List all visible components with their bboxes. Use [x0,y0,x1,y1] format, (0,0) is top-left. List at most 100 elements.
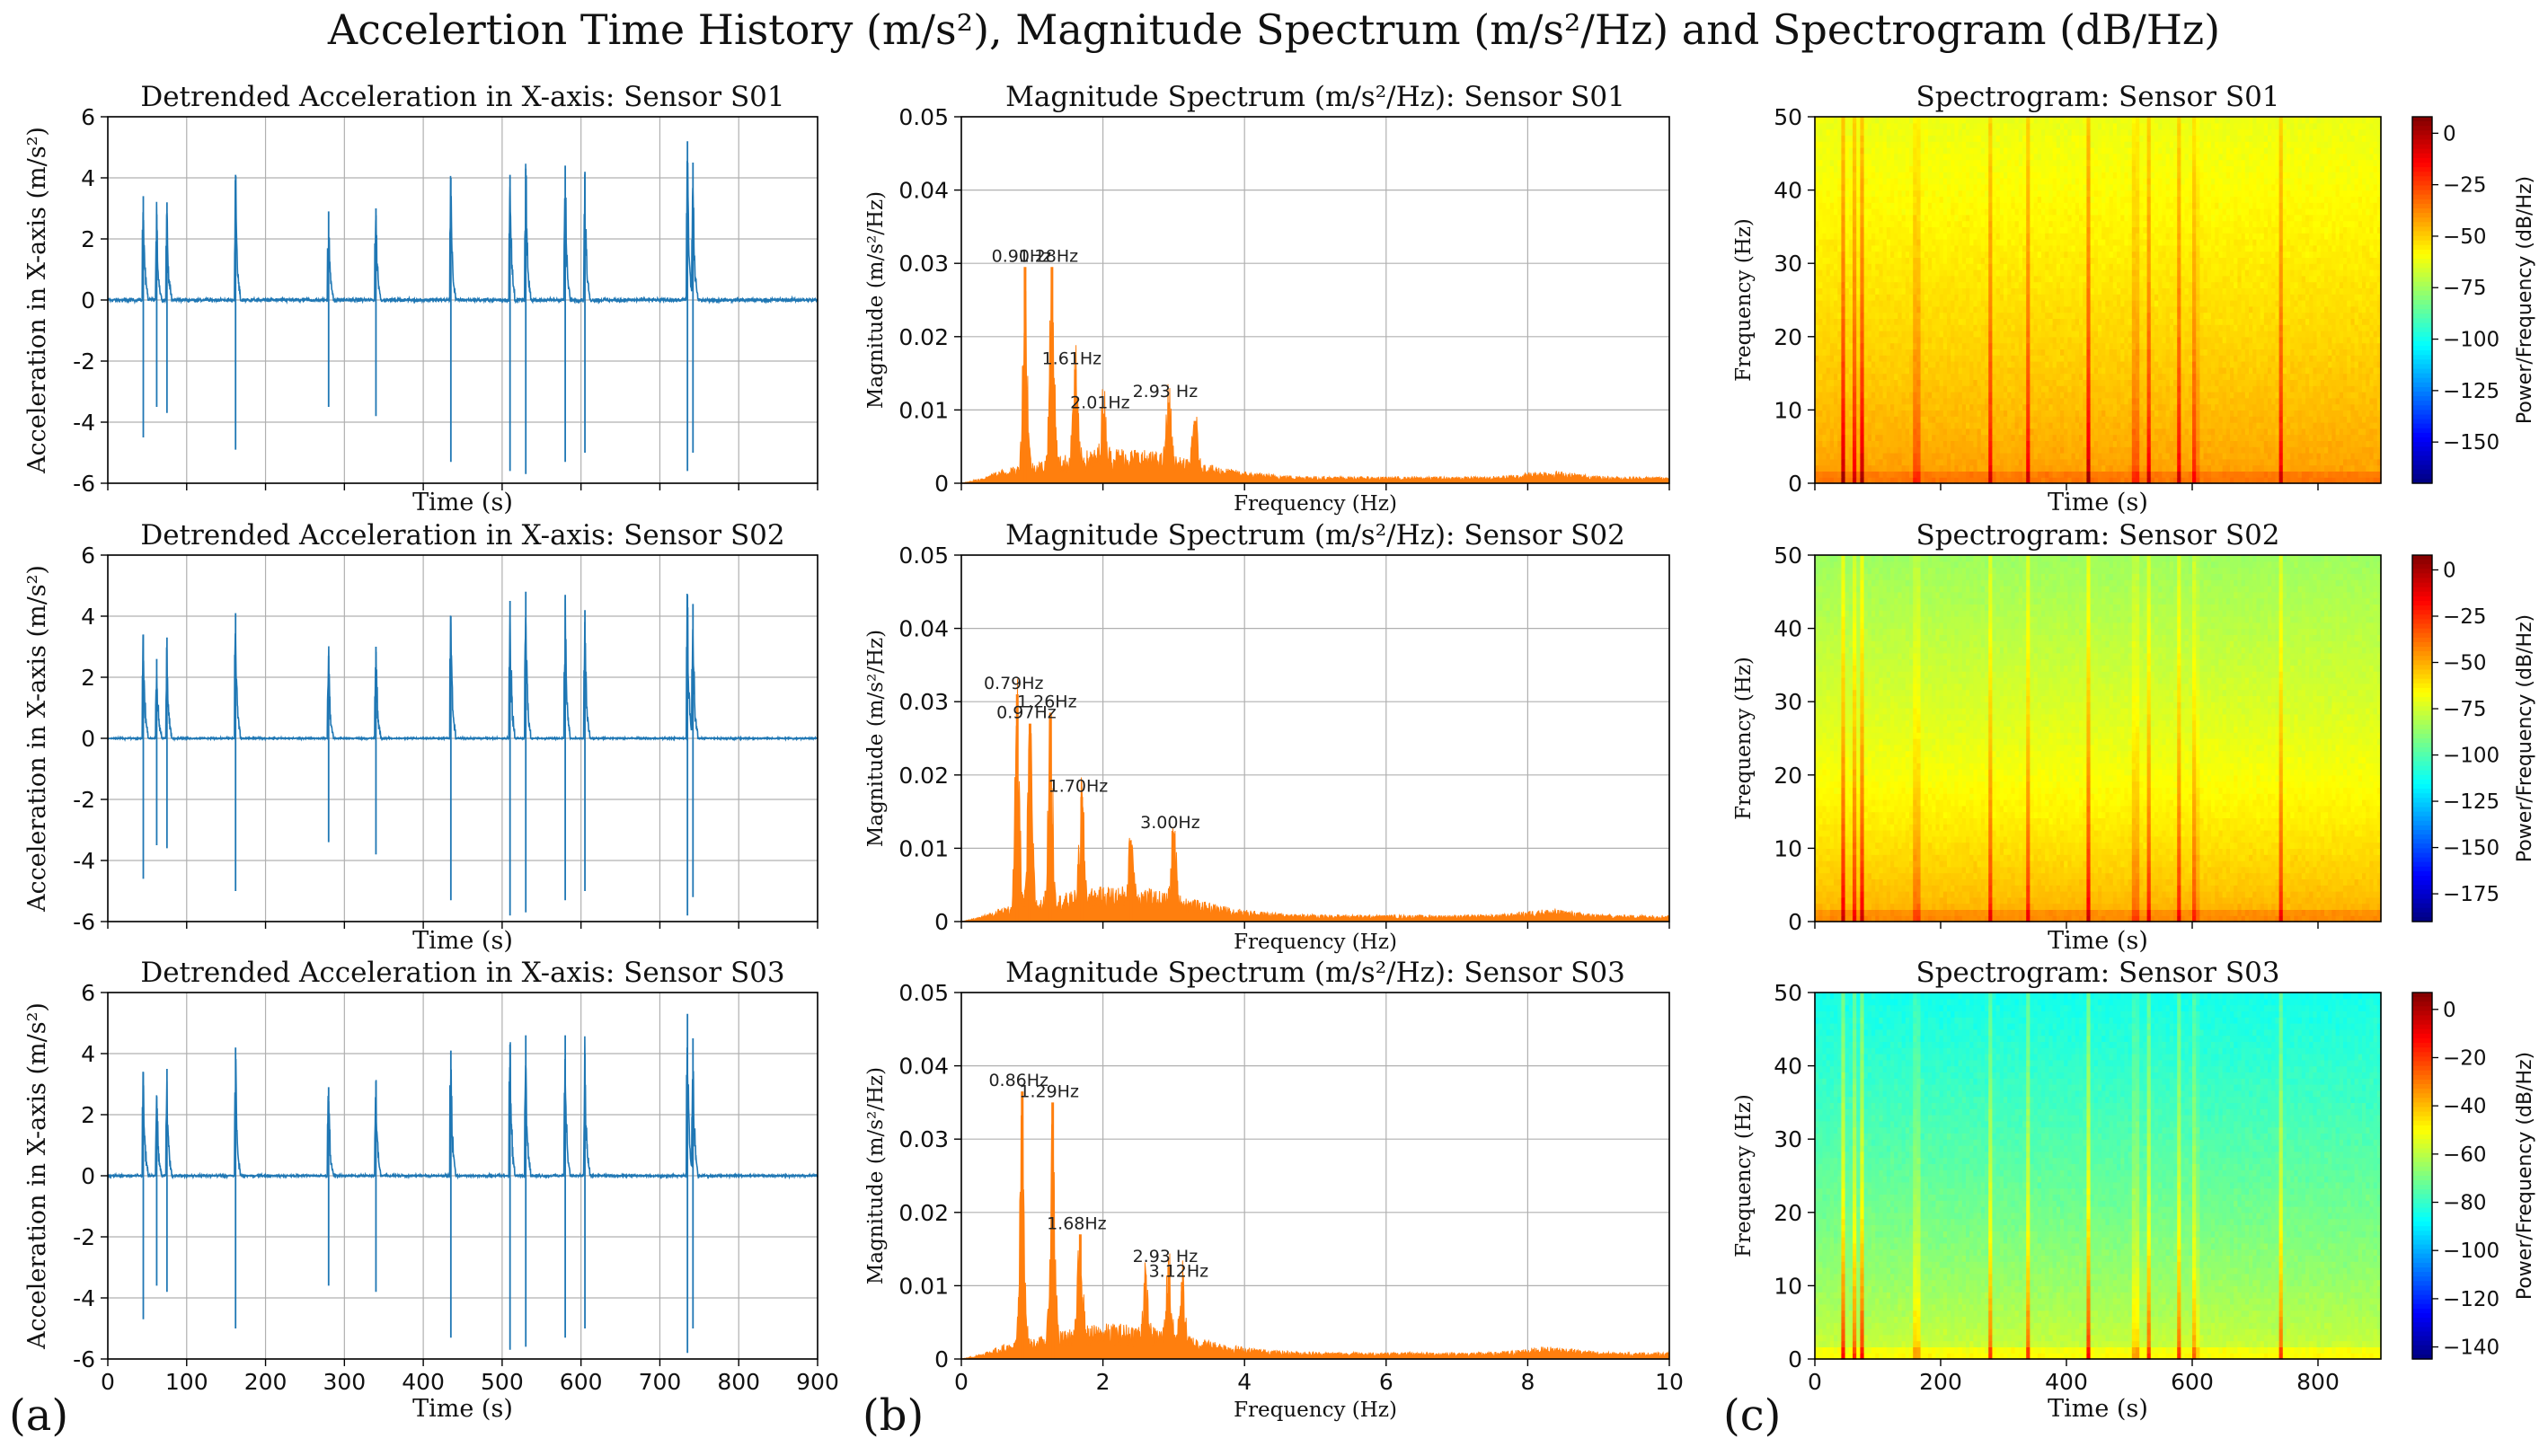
sg1-spectrogram-cell [1868,422,1872,428]
sg1-spectrogram-cell [1921,471,1925,477]
sg1-spectrogram-cell [2064,471,2068,477]
sg1-spectrogram-cell [2173,453,2178,459]
sg1-spectrogram-cell [2358,446,2363,453]
sg1-spectrogram-cell [1909,428,1914,435]
sg1-spectrogram-cell [2309,435,2314,441]
ts1-ytick-label: 0 [81,287,95,313]
sg1-spectrogram-cell [2022,422,2027,428]
sg1-spectrogram-cell [2192,422,2197,428]
sg1-spectrogram-cell [2343,422,2348,428]
sg1-spectrogram-cell [1932,428,1936,435]
sg1-spectrogram-cell [2279,453,2284,459]
sg1-spectrogram-cell [1837,453,1842,459]
sg1-spectrogram-cell [2207,435,2212,441]
sg1-spectrogram-cell [1894,446,1898,453]
sg1-spectrogram-cell [2207,471,2212,477]
sg1-spectrogram-cell [1818,465,1823,472]
sg1-spectrogram-cell [2022,446,2027,453]
sg1-spectrogram-cell [1902,416,1907,422]
sg1-spectrogram-cell [1988,471,1993,477]
sg1-spectrogram-cell [2072,465,2076,472]
sg1-spectrogram-cell [1973,471,1977,477]
sg1-spectrogram-cell [1913,459,1917,465]
sg1-spectrogram-cell [2298,435,2303,441]
sg1-spectrogram-cell [2189,453,2193,459]
sg1-spectrogram-cell [1969,428,1974,435]
sg1-spectrogram-cell [2290,435,2295,441]
sg1-spectrogram-cell [2136,428,2140,435]
sg1-spectrogram-cell [2038,440,2042,446]
sg1-spectrogram-cell [1981,459,1986,465]
sg1-spectrogram-cell [1928,435,1933,441]
sg1-spectrogram-cell [2275,435,2279,441]
sg1-spectrogram-cell [1906,465,1910,472]
sg1-spectrogram-cell [1894,422,1898,428]
sg1-spectrogram-cell [1868,435,1872,441]
sg1-spectrogram-cell [2279,465,2284,472]
sg1-spectrogram-cell [2057,453,2061,459]
sg1-spectrogram-cell [1898,453,1902,459]
sg1-spectrogram-cell [2199,453,2204,459]
sg1-spectrogram-cell [1985,422,1989,428]
sg1-spectrogram-cell [1913,453,1917,459]
sg1-spectrogram-cell [1969,435,1974,441]
sg1-spectrogram-cell [1935,440,1940,446]
sg1-spectrogram-cell [1932,459,1936,465]
sg1-spectrogram-cell [2000,453,2004,459]
sg1-spectrogram-cell [1871,459,1876,465]
sg1-spectrogram-cell [2355,435,2359,441]
sg1-spectrogram-cell [2094,446,2099,453]
sg1-spectrogram-cell [2045,428,2049,435]
sg1-spectrogram-cell [2026,459,2030,465]
sg1-spectrogram-cell [2264,435,2269,441]
sg1-spectrogram-cell [2177,428,2181,435]
sg1-spectrogram-cell [2154,435,2159,441]
sg1-spectrogram-cell [2343,428,2348,435]
sg1-spectrogram-cell [2022,440,2027,446]
sg1-spectrogram-cell [2279,471,2284,477]
sg1-spectrogram-cell [2226,446,2231,453]
sg1-spectrogram-cell [1996,435,2001,441]
sg1-spectrogram-cell [2007,435,2012,441]
sg1-spectrogram-cell [2079,435,2084,441]
sg1-spectrogram-cell [2094,440,2099,446]
sg1-spectrogram-cell [2226,428,2231,435]
sg1-spectrogram-cell [2369,446,2374,453]
sg1-spectrogram-cell [1924,465,1929,472]
sg1-spectrogram-cell [2264,428,2269,435]
sg1-spectrogram-cell [1973,422,1977,428]
sg1-spectrogram-cell [1894,435,1898,441]
sg1-spectrogram-cell [2340,428,2344,435]
sg1-spectrogram-cell [1887,416,1891,422]
sg1-spectrogram-cell [2260,465,2265,472]
ts1-series-line [108,161,818,303]
sg1-spectrogram-cell [2170,435,2174,441]
sg1-spectrogram-cell [1868,459,1872,465]
sg1-spectrogram-cell [2340,435,2344,441]
sg1-spectrogram-cell [2034,446,2039,453]
sg1-spectrogram-cell [1860,446,1864,453]
sg1-spectrogram-cell [1822,465,1827,472]
sg1-spectrogram-cell [1988,453,1993,459]
sg1-spectrogram-cell [2317,459,2322,465]
sg1-spectrogram-cell [2313,465,2317,472]
sg1-spectrogram-cell [1845,459,1850,465]
sg1-spectrogram-cell [2034,422,2039,428]
sg1-spectrogram-cell [1902,471,1907,477]
sg1-spectrogram-cell [2162,428,2166,435]
sg1-spectrogram-cell [2105,428,2110,435]
sg1-spectrogram-cell [2007,440,2012,446]
sg1-spectrogram-cell [1940,465,1944,472]
sg1-spectrogram-cell [1935,453,1940,459]
sg1-spectrogram-cell [2271,422,2276,428]
sg1-spectrogram-cell [2000,440,2004,446]
sg1-spectrogram-cell [2336,435,2340,441]
sg1-spectrogram-cell [2211,435,2216,441]
sg1-spectrogram-cell [1935,459,1940,465]
sg1-spectrogram-cell [2199,471,2204,477]
sg1-spectrogram-cell [2204,459,2208,465]
sg1-spectrogram-cell [2313,471,2317,477]
sg1-spectrogram-cell [2313,453,2317,459]
sg1-spectrogram-cell [2038,465,2042,472]
sg1-spectrogram-cell [2034,435,2039,441]
